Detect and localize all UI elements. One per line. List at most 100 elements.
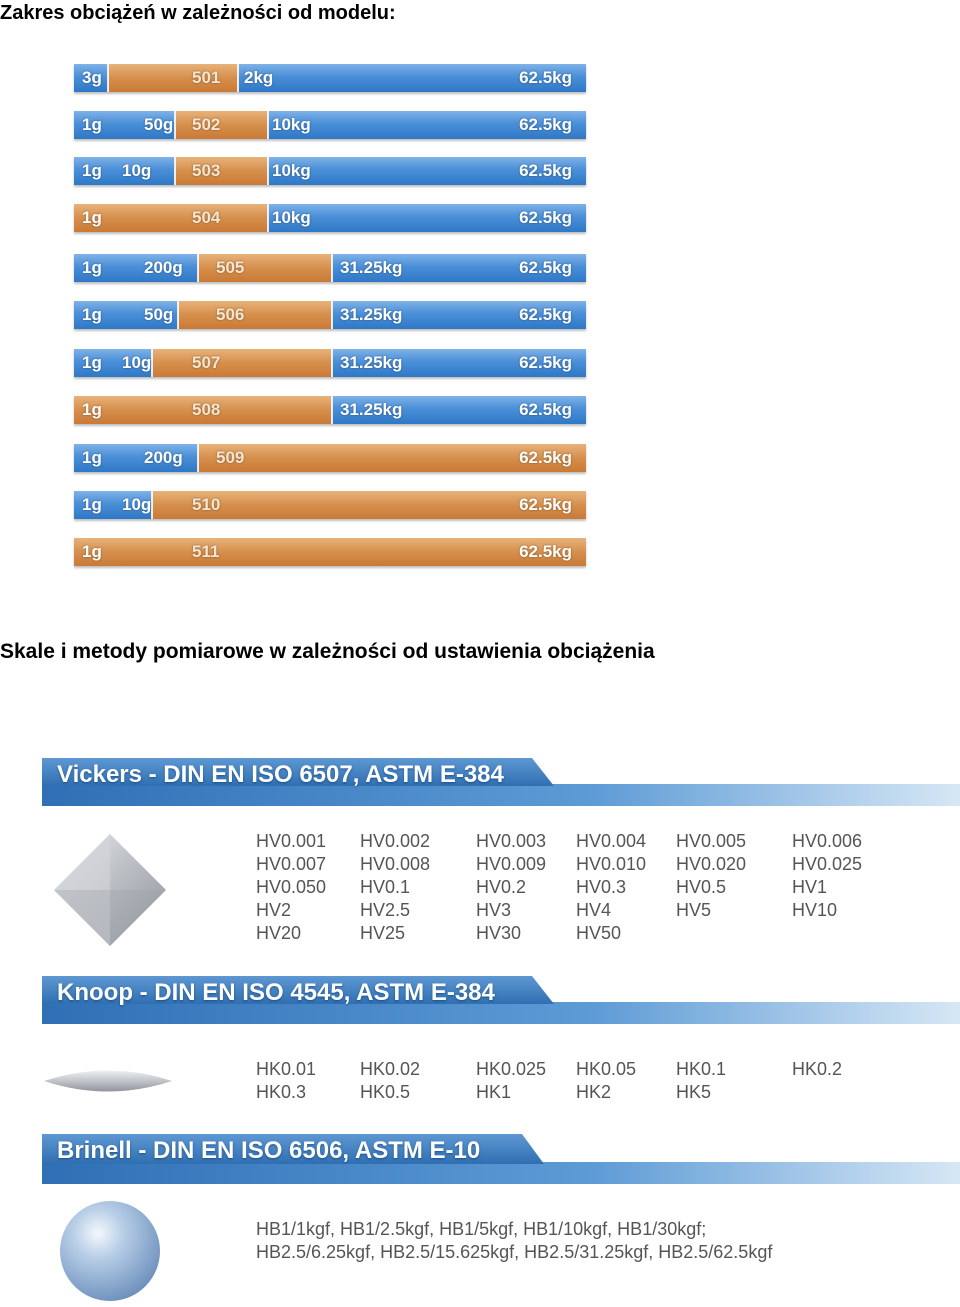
brinell-title: Brinell - DIN EN ISO 6506, ASTM E-10 — [57, 1137, 481, 1164]
bar-max-load: 62.5kg — [519, 448, 572, 467]
vickers-scale-cell: HV0.2 — [476, 877, 527, 897]
bar-mid-load: 10g — [122, 161, 152, 180]
bar-divider — [174, 157, 176, 185]
model-range-segment — [175, 111, 268, 139]
bar-start-load: 31.25kg — [340, 400, 403, 419]
bar-min-load: 1g — [82, 115, 102, 134]
load-bar-506: 1g 50g 506 31.25kg 62.5kg — [74, 301, 586, 329]
bar-max-load: 62.5kg — [519, 115, 572, 134]
knoop-rhombus-icon — [42, 1058, 174, 1109]
bar-divider — [197, 254, 199, 282]
model-range-segment — [175, 157, 268, 185]
bar-model-number: 511 — [192, 542, 220, 561]
bar-divider — [237, 64, 239, 92]
load-bar-502: 1g 50g 502 10kg 62.5kg — [74, 111, 586, 139]
bar-min-load: 1g — [82, 161, 102, 180]
vickers-scale-cell: HV3 — [476, 900, 512, 920]
vickers-scale-cell: HV0.004 — [576, 831, 647, 851]
knoop-title: Knoop - DIN EN ISO 4545, ASTM E-384 — [57, 979, 495, 1006]
vickers-scale-cell: HV0.001 — [256, 831, 327, 851]
bar-min-load: 1g — [82, 495, 102, 514]
knoop-scale-cell: HK1 — [476, 1082, 512, 1102]
bar-start-load: 10kg — [272, 115, 311, 134]
bar-min-load: 1g — [82, 258, 102, 277]
bar-mid-load: 200g — [144, 258, 183, 277]
bar-max-load: 62.5kg — [519, 400, 572, 419]
bar-divider — [267, 204, 269, 232]
bar-min-load: 1g — [82, 353, 102, 372]
model-range-segment — [198, 254, 332, 282]
brinell-line-1: HB1/1kgf, HB1/2.5kgf, HB1/5kgf, HB1/10kg… — [256, 1219, 707, 1239]
bar-mid-load: 50g — [144, 115, 174, 134]
load-bar-504: 1g 504 10kg 62.5kg — [74, 204, 586, 232]
bar-min-load: 1g — [82, 448, 102, 467]
bar-start-load: 31.25kg — [340, 258, 403, 277]
bar-model-number: 502 — [192, 115, 221, 134]
bar-divider — [267, 111, 269, 139]
load-bar-501: 3g 501 2kg 62.5kg — [74, 64, 586, 92]
bar-start-load: 2kg — [244, 68, 274, 87]
bar-max-load: 62.5kg — [519, 353, 572, 372]
vickers-scale-cell: HV4 — [576, 900, 612, 920]
vickers-scale-cell: HV0.009 — [476, 854, 547, 874]
bar-divider — [151, 491, 153, 519]
bar-model-number: 510 — [192, 495, 221, 514]
bar-divider — [267, 157, 269, 185]
bar-divider — [331, 301, 333, 329]
brinell-banner: Brinell - DIN EN ISO 6506, ASTM E-10 — [42, 1134, 960, 1184]
vickers-scale-cell: HV0.025 — [792, 854, 863, 874]
load-bar-508: 1g 508 31.25kg 62.5kg — [74, 396, 586, 424]
bar-model-number: 506 — [216, 305, 245, 324]
bar-max-load: 62.5kg — [519, 305, 572, 324]
load-bar-505: 1g 200g 505 31.25kg 62.5kg — [74, 254, 586, 282]
vickers-scale-cell: HV0.008 — [360, 854, 431, 874]
brinell-scales: HB1/1kgf, HB1/2.5kgf, HB1/5kgf, HB1/10kg… — [256, 1218, 772, 1264]
vickers-banner: Vickers - DIN EN ISO 6507, ASTM E-384 — [42, 758, 960, 808]
bar-model-number: 508 — [192, 400, 221, 419]
bar-min-load: 1g — [82, 400, 102, 419]
bar-max-load: 62.5kg — [519, 208, 572, 227]
vickers-scale-cell: HV0.1 — [360, 877, 411, 897]
bar-divider — [331, 396, 333, 424]
bar-max-load: 62.5kg — [519, 258, 572, 277]
brinell-line-2: HB2.5/6.25kgf, HB2.5/15.625kgf, HB2.5/31… — [256, 1242, 773, 1262]
bar-min-load: 1g — [82, 305, 102, 324]
bar-max-load: 62.5kg — [519, 542, 572, 561]
bar-max-load: 62.5kg — [519, 68, 572, 87]
knoop-scale-cell: HK0.05 — [576, 1059, 637, 1079]
vickers-scale-cell: HV0.003 — [476, 831, 547, 851]
vickers-scale-cell: HV5 — [676, 900, 712, 920]
bar-max-load: 62.5kg — [519, 161, 572, 180]
vickers-scale-cell: HV30 — [476, 923, 522, 943]
knoop-scale-cell: HK0.2 — [792, 1059, 843, 1079]
model-range-segment — [152, 349, 332, 377]
vickers-scale-cell: HV0.006 — [792, 831, 863, 851]
bar-min-load: 3g — [82, 68, 102, 87]
bar-mid-load: 200g — [144, 448, 183, 467]
scales-heading: Skale i metody pomiarowe w zależności od… — [0, 640, 655, 663]
knoop-scale-cell: HK5 — [676, 1082, 712, 1102]
model-range-segment — [74, 396, 332, 424]
bar-start-load: 31.25kg — [340, 353, 403, 372]
model-range-segment — [108, 64, 238, 92]
load-bar-509: 1g 200g 509 62.5kg — [74, 444, 586, 472]
model-range-segment — [152, 491, 586, 519]
bar-min-load: 1g — [82, 208, 102, 227]
bar-divider — [151, 349, 153, 377]
load-bar-510: 1g 10g 510 62.5kg — [74, 491, 586, 519]
vickers-scale-cell: HV50 — [576, 923, 622, 943]
bar-min-load: 1g — [82, 542, 102, 561]
knoop-scale-cell: HK0.02 — [360, 1059, 421, 1079]
knoop-scale-cell: HK2 — [576, 1082, 612, 1102]
bar-model-number: 504 — [192, 208, 221, 227]
vickers-scale-cell: HV2 — [256, 900, 292, 920]
vickers-diamond-icon — [52, 832, 168, 953]
vickers-scale-cell: HV0.3 — [576, 877, 627, 897]
brinell-ball-icon — [58, 1200, 162, 1307]
vickers-title: Vickers - DIN EN ISO 6507, ASTM E-384 — [57, 761, 504, 788]
vickers-scale-cell: HV10 — [792, 900, 838, 920]
bar-mid-load: 10g — [122, 495, 152, 514]
model-range-segment — [198, 444, 586, 472]
bar-divider — [107, 64, 109, 92]
vickers-scale-cell: HV0.050 — [256, 877, 327, 897]
